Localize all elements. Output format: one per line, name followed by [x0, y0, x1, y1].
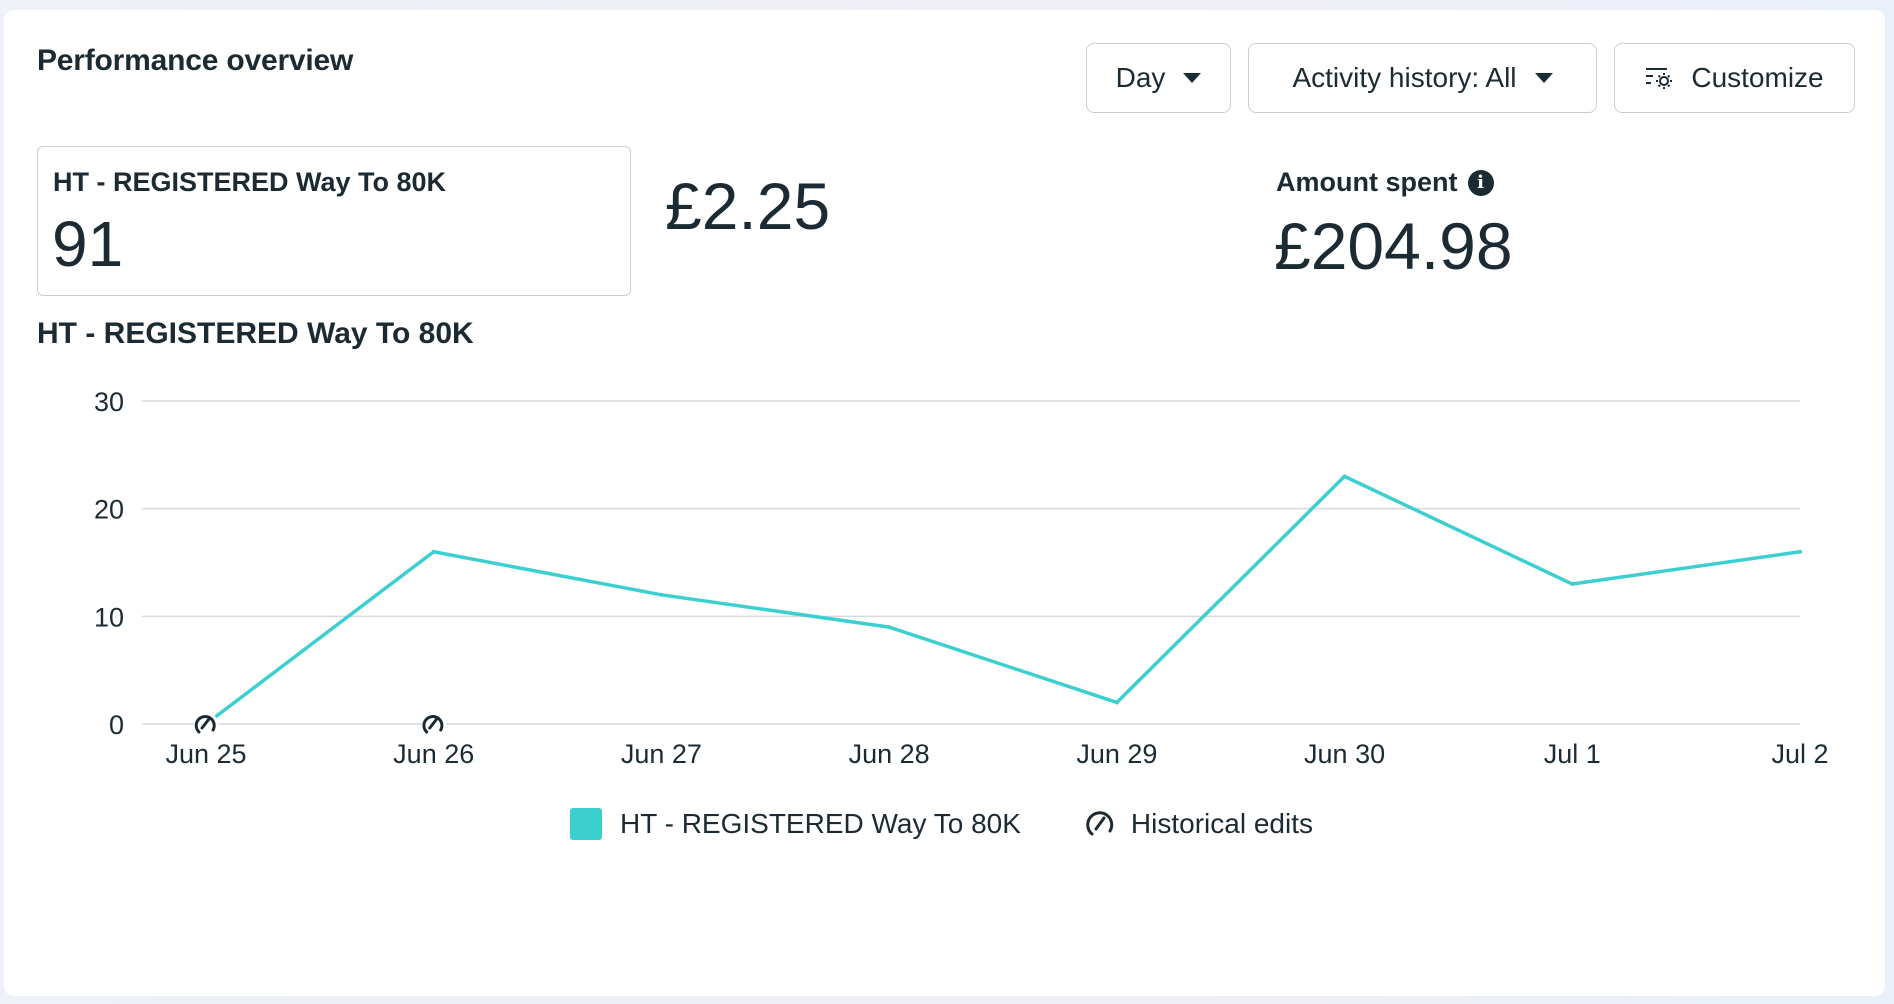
- data-point: [1342, 474, 1347, 479]
- legend-edits-label: Historical edits: [1130, 808, 1313, 839]
- x-tick-label: Jul 2: [1771, 739, 1828, 769]
- historical-edit-marker-icon[interactable]: [194, 712, 218, 736]
- amount-spent-value: £204.98: [1274, 209, 1513, 283]
- x-tick-label: Jun 28: [849, 739, 930, 769]
- data-point: [431, 549, 436, 554]
- data-point: [659, 592, 664, 597]
- cost-per-result-value: £2.25: [665, 169, 831, 243]
- customize-button[interactable]: Customize: [1614, 43, 1855, 113]
- x-tick-label: Jun 25: [165, 739, 246, 769]
- data-point: [887, 625, 892, 630]
- caret-down-icon: [1183, 73, 1202, 83]
- customize-settings-icon: [1646, 68, 1673, 89]
- info-icon[interactable]: i: [1467, 169, 1494, 196]
- historical-edit-marker-icon[interactable]: [421, 712, 446, 736]
- performance-card: [4, 10, 1885, 996]
- amount-spent-label: Amount spent i: [1276, 167, 1494, 198]
- amount-spent-text: Amount spent: [1276, 167, 1458, 197]
- x-tick-label: Jun 26: [393, 739, 474, 769]
- data-point: [1114, 700, 1119, 705]
- customize-label: Customize: [1691, 62, 1824, 93]
- x-tick-label: Jun 30: [1304, 739, 1385, 769]
- activity-history-dropdown[interactable]: Activity history: All: [1248, 43, 1597, 113]
- series-line: [204, 474, 1801, 726]
- activity-history-label: Activity history: All: [1292, 62, 1517, 93]
- day-label: Day: [1115, 62, 1166, 93]
- data-point: [1798, 549, 1802, 554]
- day-dropdown[interactable]: Day: [1086, 43, 1231, 113]
- y-tick-label: 30: [94, 387, 124, 417]
- results-metric-label: HT - REGISTERED Way To 80K: [53, 167, 447, 197]
- y-tick-label: 10: [94, 602, 124, 632]
- data-point: [1570, 582, 1575, 587]
- chart-title: HT - REGISTERED Way To 80K: [37, 317, 474, 350]
- x-tick-label: Jul 1: [1544, 739, 1601, 769]
- legend-series-label: HT - REGISTERED Way To 80K: [620, 808, 1021, 839]
- x-tick-label: Jun 29: [1076, 739, 1157, 769]
- y-tick-label: 0: [109, 710, 124, 740]
- series-swatch: [570, 808, 602, 840]
- x-tick-label: Jun 27: [621, 739, 702, 769]
- results-metric-value: 91: [52, 208, 124, 280]
- historical-edits-icon: [1086, 811, 1114, 836]
- caret-down-icon: [1534, 73, 1553, 83]
- y-tick-label: 20: [94, 495, 124, 525]
- chart-legend: HT - REGISTERED Way To 80K Historical ed…: [570, 807, 1313, 841]
- results-metric-card[interactable]: HT - REGISTERED Way To 80K 91: [37, 146, 631, 296]
- page-title: Performance overview: [37, 44, 354, 77]
